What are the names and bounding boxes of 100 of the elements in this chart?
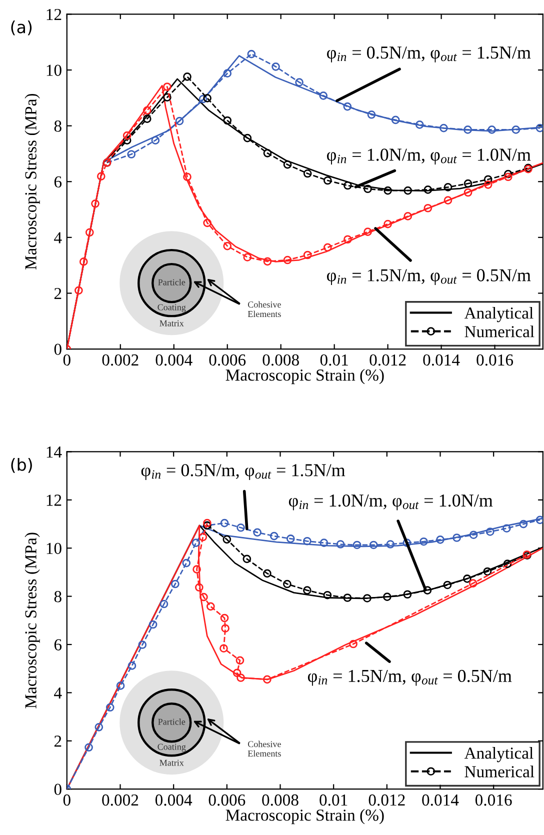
point bbox=[352, 540, 362, 550]
point bbox=[182, 558, 191, 568]
point bbox=[336, 540, 345, 548]
point bbox=[319, 92, 328, 100]
point bbox=[283, 160, 292, 169]
point bbox=[443, 580, 452, 590]
point bbox=[519, 520, 528, 528]
point bbox=[203, 94, 212, 102]
point bbox=[198, 532, 208, 542]
point bbox=[303, 586, 312, 594]
point bbox=[504, 170, 512, 178]
point bbox=[236, 656, 244, 665]
x-tick-label: 0.014 bbox=[423, 354, 460, 366]
point bbox=[223, 242, 232, 250]
point bbox=[503, 560, 512, 568]
annotation: φ$_{in}$ = 1.0N/m, φ$_{out}$ = 1.0N/m bbox=[326, 148, 531, 164]
point bbox=[148, 620, 158, 629]
point bbox=[163, 93, 172, 102]
point bbox=[160, 600, 168, 608]
point bbox=[200, 592, 208, 602]
point bbox=[74, 286, 83, 295]
x-tick-label: 0.006 bbox=[209, 354, 246, 366]
y-tick-label: 8 bbox=[54, 120, 62, 132]
point bbox=[343, 594, 352, 602]
point bbox=[91, 199, 100, 208]
point bbox=[488, 126, 496, 134]
y-tick-label: 2 bbox=[54, 288, 62, 300]
point bbox=[420, 537, 428, 546]
point bbox=[343, 102, 352, 111]
y-tick-label: 6 bbox=[54, 176, 62, 188]
x-tick-label: 0.008 bbox=[262, 794, 298, 806]
point bbox=[502, 524, 511, 533]
point bbox=[484, 180, 492, 189]
point bbox=[171, 580, 180, 588]
x-axis-title: Macroscopic Strain (%) bbox=[226, 809, 384, 824]
legend-label: Analytical bbox=[464, 747, 534, 762]
legend-label: Numerical bbox=[464, 326, 534, 338]
y-tick-label: 10 bbox=[46, 64, 62, 76]
point bbox=[367, 110, 376, 119]
point bbox=[192, 538, 200, 547]
point bbox=[175, 116, 184, 126]
point bbox=[402, 538, 412, 547]
x-tick-label: 0.012 bbox=[368, 794, 405, 806]
x-tick-label: 0.01 bbox=[320, 794, 348, 806]
y-tick-label: 0 bbox=[54, 344, 62, 355]
point bbox=[486, 528, 494, 536]
point bbox=[512, 126, 520, 134]
point bbox=[142, 106, 152, 115]
point bbox=[483, 567, 492, 576]
y-tick-label: 0 bbox=[54, 784, 62, 796]
annotation: Matrix bbox=[160, 320, 184, 326]
point bbox=[263, 257, 272, 266]
y-axis-title: Macroscopic Stress (MPa) bbox=[24, 94, 40, 270]
point bbox=[263, 569, 272, 578]
point bbox=[220, 518, 229, 528]
point bbox=[349, 640, 358, 648]
point bbox=[444, 183, 452, 192]
point bbox=[536, 516, 543, 524]
annotation: Particle bbox=[158, 278, 186, 286]
point bbox=[320, 538, 328, 547]
point bbox=[221, 624, 230, 633]
x-tick-label: 0.002 bbox=[102, 794, 138, 806]
point bbox=[242, 554, 252, 564]
point bbox=[243, 134, 252, 142]
point bbox=[404, 186, 412, 195]
point bbox=[423, 586, 432, 594]
y-tick-label: 2 bbox=[54, 736, 62, 747]
point bbox=[127, 150, 136, 158]
x-axis-title: Macroscopic Strain (%) bbox=[226, 369, 384, 384]
point bbox=[344, 181, 352, 190]
point bbox=[303, 169, 312, 178]
point bbox=[403, 590, 412, 599]
annotation: Coating bbox=[158, 744, 186, 752]
chart-title: (b) bbox=[11, 458, 32, 473]
point bbox=[283, 256, 292, 264]
x-tick-label: 0.01 bbox=[320, 354, 348, 366]
x-tick-label: 0.012 bbox=[370, 354, 406, 366]
y-tick-label: 8 bbox=[54, 591, 62, 602]
y-tick-label: 14 bbox=[46, 446, 62, 458]
x-tick-label: 0.002 bbox=[102, 354, 138, 366]
point bbox=[206, 602, 215, 611]
point bbox=[263, 675, 272, 684]
point bbox=[364, 184, 372, 194]
x-tick-label: 0.016 bbox=[476, 354, 514, 366]
point bbox=[404, 212, 412, 220]
point bbox=[484, 175, 492, 184]
y-axis-title: Macroscopic Stress (MPa) bbox=[24, 532, 40, 708]
point bbox=[222, 535, 232, 544]
point bbox=[283, 580, 292, 588]
annotation: φ$_{in}$ = 1.5N/m, φ$_{out}$ = 0.5N/m bbox=[308, 670, 512, 686]
point bbox=[223, 69, 232, 78]
point bbox=[436, 536, 444, 544]
point bbox=[303, 250, 312, 260]
legend-label: Numerical bbox=[464, 766, 534, 778]
x-tick-label: 0.014 bbox=[422, 794, 459, 806]
annotation: φ$_{in}$ = 1.0N/m, φ$_{out}$ = 1.0N/m bbox=[288, 494, 493, 510]
legend-label: Analytical bbox=[464, 306, 534, 322]
point bbox=[303, 536, 312, 546]
point bbox=[79, 258, 88, 266]
point bbox=[440, 124, 448, 132]
